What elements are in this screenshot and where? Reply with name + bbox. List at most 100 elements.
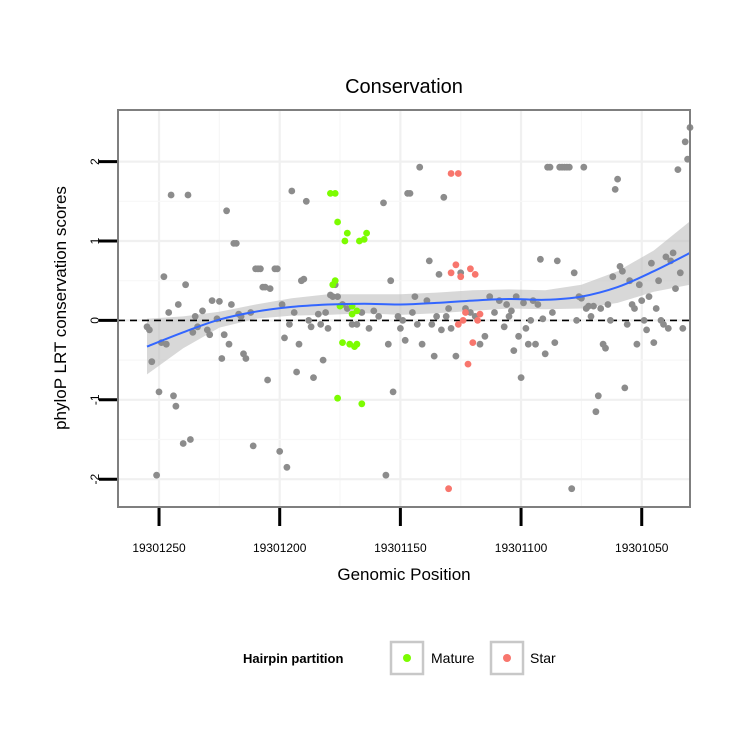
- point-other: [515, 332, 522, 340]
- point-other: [276, 448, 284, 455]
- point-star: [469, 339, 477, 346]
- point-other: [165, 309, 173, 316]
- point-other: [170, 392, 177, 400]
- point-other: [655, 277, 662, 285]
- point-mature: [331, 190, 339, 197]
- point-other: [223, 207, 231, 215]
- y-tick-label: 1: [88, 237, 102, 244]
- point-star: [445, 485, 452, 493]
- point-other: [249, 442, 257, 450]
- point-other: [283, 463, 291, 471]
- point-other: [423, 297, 431, 304]
- point-other: [510, 347, 518, 354]
- point-other: [353, 321, 361, 328]
- point-mature: [334, 218, 341, 226]
- point-other: [216, 298, 223, 305]
- point-other: [314, 310, 322, 318]
- data-points: [143, 124, 694, 493]
- point-other: [640, 317, 648, 324]
- point-other: [539, 315, 547, 323]
- y-tick-label: -2: [88, 474, 102, 485]
- point-other: [387, 277, 395, 285]
- point-star: [452, 261, 460, 269]
- point-other: [532, 340, 539, 348]
- point-star: [447, 269, 455, 277]
- point-other: [189, 328, 197, 336]
- point-other: [447, 325, 455, 332]
- legend-dot-star: [503, 654, 511, 662]
- point-other: [505, 313, 513, 320]
- point-mature: [353, 307, 361, 315]
- plot-border: [117, 109, 691, 508]
- point-other: [452, 352, 460, 360]
- point-other: [394, 313, 402, 320]
- point-other: [587, 313, 595, 320]
- point-other: [672, 285, 679, 292]
- point-other: [266, 285, 274, 292]
- point-other: [650, 339, 658, 346]
- point-other: [660, 321, 667, 328]
- point-other: [172, 402, 180, 410]
- point-other: [329, 293, 337, 300]
- point-other: [440, 193, 448, 201]
- point-mature: [348, 310, 356, 318]
- y-axis-ticks: -2 -1 0 1 2: [88, 158, 117, 485]
- point-other: [191, 313, 199, 320]
- point-other: [481, 332, 489, 340]
- legend-dot-mature: [403, 654, 411, 662]
- legend: Hairpin partition Mature Star: [243, 640, 556, 676]
- point-other: [537, 255, 544, 263]
- point-other: [645, 293, 653, 300]
- point-other: [206, 331, 214, 339]
- point-other: [218, 355, 226, 362]
- chart-title: Conservation: [345, 76, 463, 98]
- point-star: [464, 360, 472, 368]
- point-other: [334, 293, 341, 300]
- point-other: [317, 321, 325, 328]
- point-other: [155, 388, 163, 396]
- point-other: [476, 340, 484, 348]
- point-other: [611, 186, 619, 193]
- point-other: [187, 436, 194, 443]
- y-axis-title: phyloP LRT conservation scores: [51, 186, 70, 430]
- point-other: [319, 356, 327, 364]
- point-other: [570, 269, 578, 277]
- point-other: [184, 191, 192, 199]
- point-other: [293, 368, 300, 376]
- point-other: [409, 309, 416, 316]
- point-star: [476, 310, 484, 318]
- point-star: [457, 273, 465, 281]
- point-other: [648, 259, 655, 267]
- point-other: [370, 307, 378, 315]
- point-other: [228, 301, 235, 308]
- point-other: [264, 376, 271, 384]
- point-other: [257, 265, 264, 273]
- point-other: [638, 297, 646, 304]
- x-axis-ticks: 19301250 19301200 19301150 19301100 19301050: [132, 508, 669, 555]
- smooth-curve: [146, 252, 691, 348]
- point-mature: [334, 394, 341, 402]
- point-other: [549, 309, 556, 316]
- point-other: [433, 313, 440, 320]
- point-other: [220, 331, 228, 339]
- x-axis-title: Genomic Position: [337, 565, 470, 584]
- point-other: [633, 340, 641, 348]
- point-star: [459, 317, 467, 324]
- x-tick-label: 19301050: [615, 541, 669, 555]
- point-other: [486, 293, 494, 300]
- point-other: [503, 301, 510, 308]
- point-other: [643, 326, 650, 334]
- x-tick-label: 19301200: [253, 541, 307, 555]
- point-other: [614, 175, 621, 183]
- point-other: [551, 339, 559, 346]
- point-other: [310, 374, 317, 381]
- point-other: [652, 305, 660, 312]
- point-other: [324, 325, 332, 332]
- point-other: [290, 309, 298, 316]
- point-other: [428, 321, 436, 328]
- point-other: [406, 190, 414, 197]
- legend-key-mature: [389, 640, 425, 676]
- point-other: [174, 301, 182, 308]
- point-other: [416, 163, 424, 171]
